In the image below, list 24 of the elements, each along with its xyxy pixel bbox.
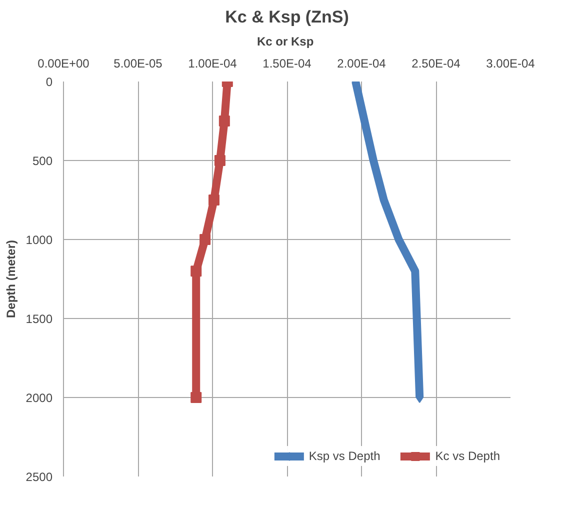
x-tick-label: 1.50E-04	[262, 56, 312, 70]
legend-label: Kc vs Depth	[435, 449, 500, 463]
y-tick-label: 2000	[26, 391, 53, 405]
x-tick-label: 2.50E-04	[412, 56, 461, 70]
chart-title: Kc & Ksp (ZnS)	[225, 8, 349, 26]
point	[190, 392, 202, 403]
point	[200, 234, 211, 245]
y-tick-label: 1000	[26, 233, 53, 247]
y-tick-label: 0	[46, 75, 53, 89]
point	[214, 155, 226, 166]
x-tick-label: 5.00E-05	[114, 56, 163, 70]
y-axis-title: Depth (meter)	[4, 240, 18, 318]
point	[218, 116, 230, 126]
x-tick-label: 2.00E-04	[337, 56, 386, 70]
x-axis-title: Kc or Ksp	[256, 34, 314, 48]
y-tick-label: 2500	[26, 470, 53, 484]
y-tick-label: 500	[32, 154, 53, 168]
x-tick-label: 0.00E+00	[38, 56, 90, 70]
x-tick-label: 3.00E-04	[486, 56, 536, 70]
legend-label: Ksp vs Depth	[308, 449, 380, 463]
x-tick-label: 1.00E-04	[188, 56, 238, 70]
point	[208, 194, 220, 206]
point	[190, 266, 202, 277]
y-tick-label: 1500	[26, 312, 53, 326]
